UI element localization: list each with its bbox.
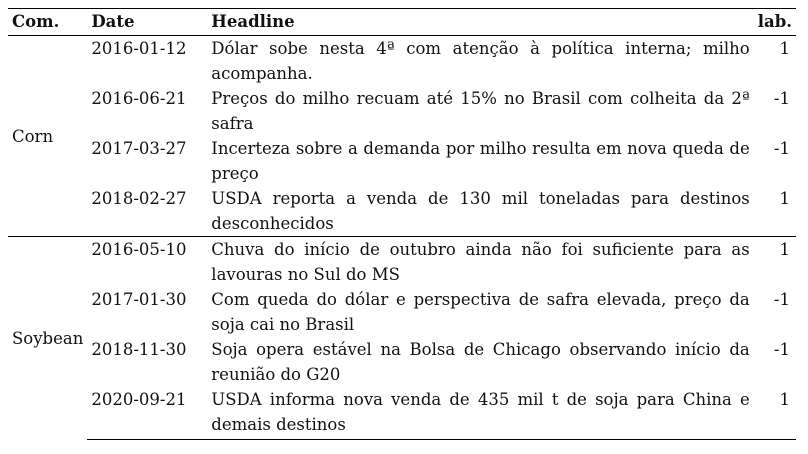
table-row: 2017-03-27 Incerteza sobre a demanda por… [8, 136, 796, 186]
headline-cell: USDA reporta a venda de 130 mil tonelada… [211, 189, 750, 233]
date-cell: 2016-01-12 [91, 39, 187, 58]
headline-cell: Com queda do dólar e perspectiva de safr… [211, 290, 750, 334]
label-cell: -1 [773, 290, 790, 309]
label-cell: 1 [753, 387, 796, 440]
headline-cell: Chuva do início de outubro ainda não foi… [207, 236, 754, 287]
date-cell: 2020-09-21 [87, 387, 208, 440]
headline-table: Com. Date Headline lab. Corn 2016-01-12 … [8, 8, 796, 440]
table-row: 2018-11-30 Soja opera estável na Bolsa d… [8, 337, 796, 387]
headline-cell: Incerteza sobre a demanda por milho resu… [211, 139, 750, 183]
date-cell: 2018-11-30 [91, 340, 187, 359]
label-cell: 1 [779, 189, 791, 208]
commodity-cell: Corn [12, 126, 54, 146]
headline-cell: Dólar sobe nesta 4ª com atenção à políti… [211, 39, 750, 83]
table-row: 2018-02-27 USDA reporta a venda de 130 m… [8, 186, 796, 237]
headline-cell: Preços do milho recuam até 15% no Brasil… [211, 89, 750, 133]
table-row: 2020-09-21 USDA informa nova venda de 43… [8, 387, 796, 440]
label-cell: -1 [773, 340, 790, 359]
date-cell: 2017-03-27 [91, 139, 187, 158]
header-commodity: Com. [8, 8, 88, 36]
group-corn: Corn 2016-01-12 Dólar sobe nesta 4ª com … [8, 36, 796, 237]
table-header: Com. Date Headline lab. [8, 8, 796, 36]
table-row: 2017-01-30 Com queda do dólar e perspect… [8, 287, 796, 337]
header-row: Com. Date Headline lab. [8, 8, 796, 36]
date-cell: 2017-01-30 [91, 290, 187, 309]
label-cell: -1 [773, 139, 790, 158]
commodity-cell: Soybean [8, 236, 88, 440]
date-cell: 2016-05-10 [87, 236, 208, 287]
date-cell: 2018-02-27 [91, 189, 187, 208]
label-cell: 1 [753, 236, 796, 287]
date-cell: 2016-06-21 [91, 89, 187, 108]
table-row: 2016-06-21 Preços do milho recuam até 15… [8, 86, 796, 136]
header-headline: Headline [207, 8, 754, 36]
headline-cell: Soja opera estável na Bolsa de Chicago o… [211, 340, 750, 384]
label-cell: -1 [773, 89, 790, 108]
table-row: Soybean 2016-05-10 Chuva do início de ou… [8, 236, 796, 440]
table-row: Corn 2016-01-12 Dólar sobe nesta 4ª com … [8, 36, 796, 146]
label-cell: 1 [779, 39, 791, 58]
headline-cell: USDA informa nova venda de 435 mil t de … [207, 387, 754, 440]
header-label: lab. [753, 8, 796, 36]
group-soybean: Soybean 2016-05-10 Chuva do início de ou… [8, 236, 796, 440]
header-date: Date [87, 8, 208, 36]
